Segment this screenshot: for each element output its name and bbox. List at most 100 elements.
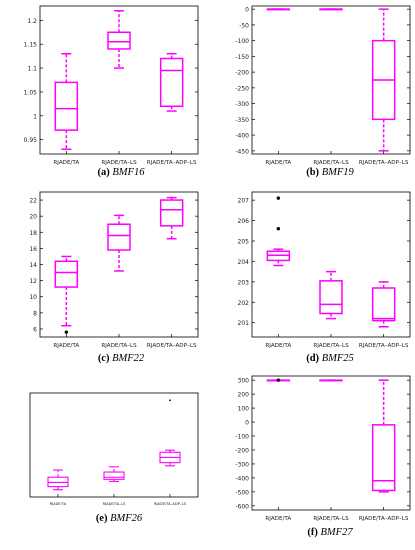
box-3: RJADE/TA–ADP–LS <box>359 379 409 522</box>
box-3: RJADE/TA–ADP–LS <box>359 8 409 166</box>
y-tick-label: -400 <box>235 475 249 482</box>
box-1: RJADE/TA <box>265 196 291 349</box>
panel-caption: (e) BMF26 <box>96 513 143 524</box>
y-tick-label: -250 <box>235 85 249 92</box>
y-tick-label: 14 <box>29 262 37 269</box>
y-tick-label: -400 <box>235 133 249 140</box>
y-tick-label: -600 <box>235 503 249 510</box>
x-tick-label: RJADE/TA–ADP–LS <box>147 343 197 349</box>
panel-caption: (f) BMF27 <box>307 527 353 538</box>
box-3: RJADE/TA–ADP–LS <box>154 399 187 506</box>
y-tick-label: 202 <box>238 300 250 307</box>
x-tick-label: RJADE/TA <box>50 502 67 506</box>
box-2: RJADE/TA–LS <box>101 10 137 166</box>
x-tick-label: RJADE/TA <box>265 160 291 166</box>
box-1: RJADE/TA <box>265 378 291 522</box>
y-tick-label: 204 <box>238 259 250 266</box>
caption-letter: (b) <box>306 167 319 178</box>
x-tick-label: RJADE/TA–ADP–LS <box>359 343 409 349</box>
outlier-point <box>276 196 281 200</box>
y-tick-label: 1.05 <box>24 89 38 96</box>
y-tick-label: -300 <box>235 461 249 468</box>
box-iqr <box>371 287 396 322</box>
y-tick-label: 203 <box>238 279 250 286</box>
caption-name: BMF16 <box>112 167 145 178</box>
y-tick-label: 206 <box>238 218 250 225</box>
caption-name: BMF26 <box>110 513 143 524</box>
y-tick-label: -100 <box>235 38 249 45</box>
caption-letter: (c) <box>98 353 110 364</box>
box-3: RJADE/TA–ADP–LS <box>147 196 197 349</box>
y-tick-label: -200 <box>235 70 249 77</box>
y-tick-label: -450 <box>235 148 249 155</box>
box-iqr <box>319 280 343 315</box>
axis-frame <box>39 5 199 155</box>
caption-name: BMF19 <box>322 167 355 178</box>
box-iqr <box>54 260 79 288</box>
box-1: RJADE/TA <box>53 52 79 166</box>
outlier-point <box>276 378 281 382</box>
y-tick-label: 8 <box>33 310 37 317</box>
y-tick-label: -50 <box>239 22 249 29</box>
outlier-point <box>64 330 69 334</box>
chart-panel-2: 0 -50 -100 -150 -200 -250 -300 -350 -400 -450 RJAD… <box>235 5 411 178</box>
caption-name: BMF25 <box>322 353 354 364</box>
x-tick-label: RJADE/TA–LS <box>101 160 137 166</box>
box-1: RJADE/TA <box>53 255 79 349</box>
x-tick-label: RJADE/TA–LS <box>313 160 349 166</box>
y-tick-label: 205 <box>238 239 250 246</box>
y-tick-label: 0 <box>245 7 249 14</box>
caption-letter: (d) <box>306 353 319 364</box>
box-iqr <box>103 471 125 480</box>
y-tick-label: 12 <box>29 278 37 285</box>
box-iqr <box>159 199 184 227</box>
panel-caption: (b) BMF19 <box>306 167 354 178</box>
x-tick-label: RJADE/TA <box>265 516 291 522</box>
y-tick-label: 200 <box>238 392 250 399</box>
x-tick-label: RJADE/TA–ADP–LS <box>147 160 197 166</box>
y-tick-label: 22 <box>29 198 37 205</box>
y-tick-label: 16 <box>29 246 37 253</box>
axis-frame <box>39 191 199 338</box>
caption-name: BMF22 <box>112 353 145 364</box>
x-tick-label: RJADE/TA–ADP–LS <box>154 502 187 506</box>
y-tick-label: -300 <box>235 101 249 108</box>
box-2: RJADE/TA–LS <box>103 466 126 506</box>
y-tick-label: -350 <box>235 117 249 124</box>
y-tick-label: 207 <box>238 198 250 205</box>
x-tick-label: RJADE/TA <box>53 160 79 166</box>
caption-letter: (e) <box>96 513 108 524</box>
x-tick-label: RJADE/TA–LS <box>313 343 349 349</box>
x-tick-label: RJADE/TA <box>53 343 79 349</box>
y-tick-label: -500 <box>235 489 249 496</box>
box-2: RJADE/TA–LS <box>313 270 349 349</box>
x-tick-label: RJADE/TA–LS <box>101 343 137 349</box>
box-2: RJADE/TA–LS <box>101 214 137 349</box>
caption-name: BMF27 <box>321 527 354 538</box>
box-iqr <box>107 223 131 251</box>
y-tick-label: 1.2 <box>27 18 37 25</box>
y-tick-label: -100 <box>235 434 249 441</box>
box-iqr <box>371 424 396 492</box>
y-tick-label: 201 <box>238 320 250 327</box>
y-tick-label: -150 <box>235 54 249 61</box>
y-tick-label: 6 <box>33 326 37 333</box>
chart-panel-4: 201 202 203 204 205 206 207 RJADE/TA RJADE/TA–LS… <box>238 191 411 364</box>
y-tick-label: 1 <box>33 113 37 120</box>
chart-panel-3: 6 8 10 12 14 16 18 20 22 RJADE/TA RJADE/TA–LS RJADE… <box>29 191 199 364</box>
caption-letter: (a) <box>98 167 111 178</box>
box-2: RJADE/TA–LS <box>313 8 349 166</box>
x-tick-label: RJADE/TA–ADP–LS <box>359 516 409 522</box>
y-tick-label: 0.95 <box>24 137 38 144</box>
box-3: RJADE/TA–ADP–LS <box>147 52 197 166</box>
y-tick-label: 10 <box>29 294 37 301</box>
x-tick-label: RJADE/TA <box>265 343 291 349</box>
box-2: RJADE/TA–LS <box>313 379 349 522</box>
y-tick-label: 20 <box>29 214 37 221</box>
chart-panel-5: RJADE/TA RJADE/TA–LS RJADE/TA–ADP–LS (e) BM… <box>29 392 199 524</box>
x-tick-label: RJADE/TA–LS <box>313 516 349 522</box>
y-tick-label: -200 <box>235 447 249 454</box>
x-tick-label: RJADE/TA–ADP–LS <box>359 160 409 166</box>
caption-letter: (f) <box>307 527 318 538</box>
